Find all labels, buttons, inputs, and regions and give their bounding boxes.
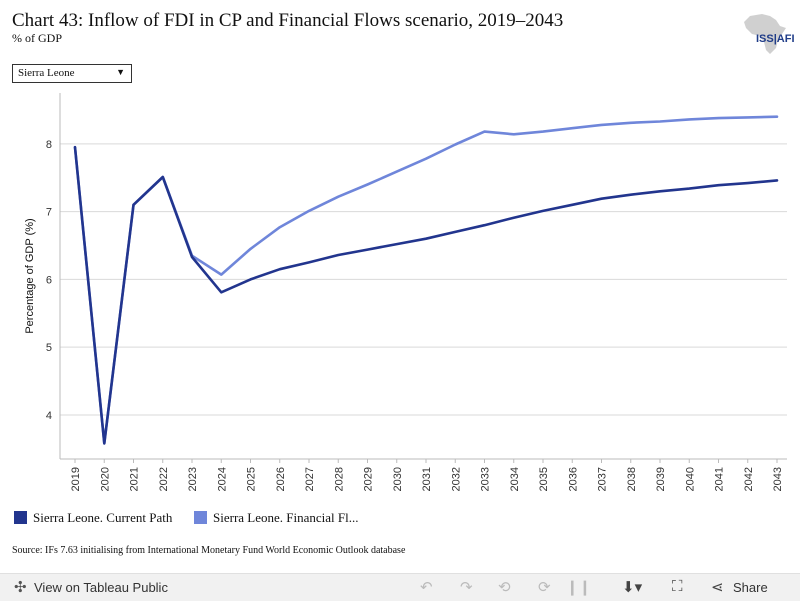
y-axis-title: Percentage of GDP (%) <box>24 218 36 333</box>
iss-logo-text: ISS|AFI <box>756 33 795 45</box>
y-tick-label: 7 <box>46 207 52 219</box>
download-icon[interactable]: ⬇▾ <box>622 579 643 596</box>
x-tick-label: 2030 <box>392 467 404 491</box>
fullscreen-icon[interactable]: ⛶ <box>672 578 683 595</box>
refresh-icon[interactable]: ⟳ <box>538 579 551 596</box>
x-tick-label: 2028 <box>333 467 345 491</box>
x-tick-label: 2024 <box>216 467 228 491</box>
x-tick-label: 2034 <box>509 467 521 491</box>
x-tick-label: 2031 <box>421 467 433 491</box>
y-tick-label: 8 <box>46 139 52 151</box>
share-icon[interactable]: ⋖ <box>711 579 724 596</box>
x-tick-label: 2036 <box>567 467 579 491</box>
legend-swatch-current-path <box>14 511 27 524</box>
x-tick-label: 2035 <box>538 467 550 491</box>
x-tick-label: 2040 <box>684 467 696 491</box>
undo-icon[interactable]: ↶ <box>420 579 433 596</box>
chart-subtitle: % of GDP <box>12 31 62 45</box>
x-tick-label: 2027 <box>304 467 316 491</box>
x-tick-label: 2041 <box>714 467 726 491</box>
share-button[interactable]: Share <box>733 580 768 595</box>
x-tick-label: 2043 <box>772 467 784 491</box>
source-note: Source: IFs 7.63 initialising from Inter… <box>12 545 406 556</box>
y-tick-label: 4 <box>46 410 52 422</box>
x-tick-label: 2026 <box>275 467 287 491</box>
revert-icon[interactable]: ⟲ <box>498 579 511 596</box>
series-line-0 <box>73 145 779 445</box>
legend-item-financial-flows[interactable]: Sierra Leone. Financial Fl... <box>194 510 359 526</box>
x-tick-label: 2025 <box>246 467 258 491</box>
x-tick-label: 2042 <box>743 467 755 491</box>
legend-label-financial-flows: Sierra Leone. Financial Fl... <box>213 510 359 525</box>
x-tick-label: 2022 <box>158 467 170 491</box>
x-tick-label: 2019 <box>70 467 82 491</box>
chevron-down-icon: ▼ <box>116 67 125 77</box>
y-tick-label: 6 <box>46 274 52 286</box>
y-tick-label: 5 <box>46 342 52 354</box>
tableau-footer: ✣ View on Tableau Public ↶ ↷ ⟲ ⟳ ❙❙ ⬇▾ ⛶… <box>0 573 800 601</box>
africa-map-logo-icon <box>744 14 786 54</box>
x-tick-label: 2033 <box>480 467 492 491</box>
x-tick-label: 2023 <box>187 467 199 491</box>
x-tick-label: 2020 <box>99 467 111 491</box>
redo-icon[interactable]: ↷ <box>460 579 473 596</box>
x-tick-label: 2032 <box>450 467 462 491</box>
series-line-1 <box>73 115 779 445</box>
line-chart: 4 5 6 7 8 Percentage of GDP (%) 2019 2020 2021 20… <box>24 93 787 491</box>
legend-item-current-path[interactable]: Sierra Leone. Current Path <box>14 510 172 526</box>
x-tick-label: 2029 <box>363 467 375 491</box>
x-tick-label: 2038 <box>626 467 638 491</box>
legend-swatch-financial-flows <box>194 511 207 524</box>
x-tick-label: 2039 <box>655 467 667 491</box>
legend-label-current-path: Sierra Leone. Current Path <box>33 510 173 525</box>
view-on-tableau-link[interactable]: View on Tableau Public <box>34 580 168 595</box>
x-tick-label: 2021 <box>129 467 141 491</box>
country-filter-value: Sierra Leone <box>18 67 75 79</box>
tableau-icon[interactable]: ✣ <box>14 579 27 596</box>
x-tick-label: 2037 <box>597 467 609 491</box>
chart-title: Chart 43: Inflow of FDI in CP and Financ… <box>12 10 564 31</box>
country-filter-dropdown[interactable]: Sierra Leone ▼ <box>12 64 132 83</box>
pause-icon[interactable]: ❙❙ <box>566 579 592 596</box>
